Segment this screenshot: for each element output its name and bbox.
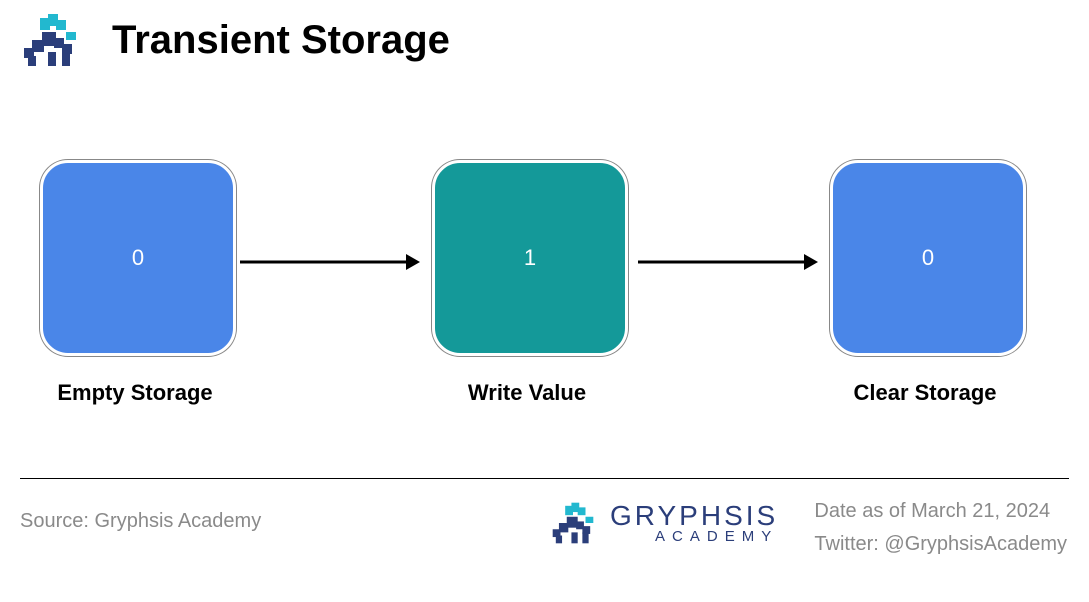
node-label-clear: Clear Storage [830,380,1020,406]
footer-meta: Date as of March 21, 2024 Twitter: @Gryp… [814,500,1067,566]
node-clear: 0 [830,160,1026,356]
footer-twitter: Twitter: @GryphsisAcademy [814,533,1067,556]
arrow-empty-write [240,254,420,270]
node-label-write: Write Value [432,380,622,406]
gryphon-logo-icon [18,8,82,72]
footer-brand: GRYPHSIS ACADEMY [548,498,778,548]
footer-divider [20,478,1069,479]
page-title: Transient Storage [112,18,450,63]
node-empty: 0 [40,160,236,356]
brand-text: GRYPHSIS ACADEMY [610,502,778,545]
gryphon-logo-icon [548,498,598,548]
page-header: Transient Storage [18,8,450,72]
node-label-empty: Empty Storage [40,380,230,406]
source-label: Source: Gryphsis Academy [20,510,261,533]
brand-main: GRYPHSIS [610,502,778,530]
footer-date: Date as of March 21, 2024 [814,500,1067,523]
arrow-write-clear [638,254,818,270]
node-write: 1 [432,160,628,356]
